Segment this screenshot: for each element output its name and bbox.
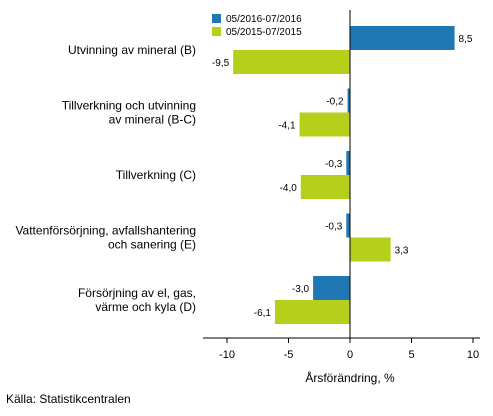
data-label: 3,3 <box>395 246 409 257</box>
category-labels: Utvinning av mineral (B) Tillverkning och… <box>15 43 196 314</box>
bar <box>346 213 350 238</box>
bar <box>346 151 350 175</box>
bar <box>350 237 391 262</box>
category-label: värme och kyla (D) <box>95 300 196 314</box>
x-axis-title: Årsförändring, % <box>305 370 395 385</box>
category-label: av mineral (B-C) <box>109 113 196 127</box>
source-note: Källa: Statistikcentralen <box>6 392 131 406</box>
category-label: Vattenförsörjning, avfallshantering <box>15 224 196 238</box>
bar <box>350 26 455 50</box>
data-label: -4,0 <box>280 183 298 194</box>
bar <box>300 175 350 199</box>
bar <box>299 112 350 137</box>
data-label: -4,1 <box>278 121 296 132</box>
category-label: Tillverkning (C) <box>116 168 196 182</box>
legend: 05/2016-07/2016 05/2015-07/2015 <box>212 14 302 38</box>
data-label: -3,0 <box>292 284 310 295</box>
bar <box>274 300 350 324</box>
bar <box>313 276 350 300</box>
x-tick-label: -10 <box>219 349 235 361</box>
legend-swatch <box>212 27 221 36</box>
category-label: Tillverkning och utvinning <box>62 99 196 113</box>
x-tick-label: 0 <box>347 349 353 361</box>
x-axis: -10 -5 0 5 10 <box>203 10 480 361</box>
category-label: Försörjning av el, gas, <box>78 286 196 300</box>
data-label: -0,3 <box>325 222 343 233</box>
category-label: och sanering (E) <box>108 238 196 252</box>
bar <box>347 88 350 113</box>
data-label: -6,1 <box>254 308 272 319</box>
bars: 8,5 -9,5 -0,2 -4,1 -0,3 -4,0 -0,3 3,3 -3,0 -6,1 <box>212 26 473 324</box>
x-tick-label: 5 <box>408 349 414 361</box>
legend-swatch <box>212 14 221 23</box>
data-label: 8,5 <box>459 34 473 45</box>
data-label: -0,3 <box>325 159 343 170</box>
x-tick-label: -5 <box>284 349 294 361</box>
legend-label: 05/2015-07/2015 <box>226 27 302 38</box>
data-label: -9,5 <box>212 58 230 69</box>
data-label: -0,2 <box>326 97 344 108</box>
category-label: Utvinning av mineral (B) <box>68 43 196 57</box>
legend-label: 05/2016-07/2016 <box>226 14 302 25</box>
bar <box>233 50 350 74</box>
x-tick-label: 10 <box>467 349 479 361</box>
